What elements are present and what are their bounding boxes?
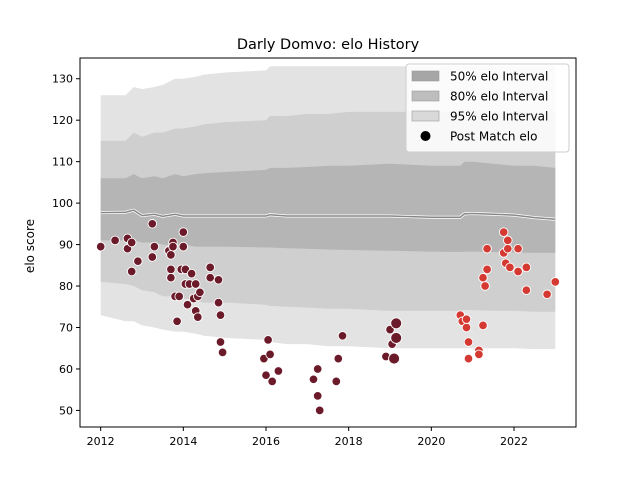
data-point [521,285,532,295]
data-point [195,287,205,298]
legend-swatch [411,70,440,82]
data-point [308,374,319,385]
data-point [186,268,197,279]
data-point [505,262,515,273]
y-tick-label: 120 [52,114,73,127]
y-tick-label: 60 [59,363,73,376]
data-point [178,227,189,237]
plot-frame [79,57,577,428]
legend-swatch [411,90,440,102]
x-tick-label: 2022 [500,435,528,448]
data-point [498,227,509,237]
data-point [149,241,160,252]
data-point [215,337,226,347]
data-point [337,331,348,341]
data-point [126,237,137,248]
data-point [172,316,182,327]
data-point [166,264,176,275]
x-tick-label: 2020 [417,435,445,448]
legend-label: Post Match elo [450,130,537,144]
data-point [273,366,284,376]
legend-label: 80% elo Interval [450,90,548,104]
data-point [478,272,488,283]
data-point [314,405,325,416]
data-point [513,243,523,254]
x-tick-label: 2016 [252,435,280,448]
data-point [478,320,488,331]
legend-label: 50% elo Interval [450,70,548,84]
mean-line [100,209,556,221]
y-tick-label: 100 [52,197,73,210]
data-point-large [390,317,403,330]
legend-label: 95% elo Interval [450,110,548,124]
chart-title: Darly Domvo: elo History [237,37,420,53]
data-point [265,349,275,360]
data-point [213,275,224,285]
legend: 50% elo Interval 80% elo Interval 95% elo … [405,63,570,153]
band-50 [100,161,556,253]
data-point [217,347,228,358]
data-point [542,289,552,300]
data-point [205,262,215,273]
data-point [461,322,472,333]
data-point [178,241,189,252]
data-point [190,279,201,289]
data-point [513,266,523,277]
x-tick-label: 2012 [87,435,115,448]
data-point [331,376,342,387]
y-tick-label: 130 [52,73,73,86]
data-point [333,353,344,364]
y-tick-label: 110 [52,156,73,169]
data-point [312,364,323,374]
data-point [126,266,137,277]
y-tick-label: 70 [59,321,73,334]
data-point [263,335,273,345]
y-tick-label: 50 [59,404,73,417]
data-point [213,297,224,308]
x-tick-label: 2018 [335,435,363,448]
data-point [168,241,178,252]
data-point [205,272,215,283]
y-axis-label: elo score [23,219,37,273]
data-point [193,312,203,322]
y-tick-label: 80 [59,280,73,293]
data-point [215,310,226,320]
data-point [482,243,492,254]
data-point [166,272,176,283]
legend-marker [420,131,431,141]
data-point [110,235,120,246]
data-point [503,235,513,246]
x-tick-label: 2014 [169,435,197,448]
y-tick-label: 90 [59,239,73,252]
data-point [482,264,492,275]
data-point [174,291,184,302]
data-point [267,376,277,387]
legend-box [405,63,570,153]
data-point [166,250,176,260]
legend-swatch [411,110,440,122]
data-point [312,391,323,401]
data-point [480,281,490,291]
data-point [147,252,158,262]
data-point [95,241,106,252]
data-point [503,243,513,254]
data-point [463,337,474,347]
data-point-large [390,331,403,344]
data-point [550,277,561,287]
data-point [147,219,158,229]
plot-area: 2012 2014 2016 2018 2020 2022 50 60 70 80 90 100 110… [52,57,577,448]
data-point [461,314,472,324]
data-point [463,353,474,364]
data-point [521,262,532,273]
data-point [261,370,271,380]
data-point [133,256,143,266]
data-point [474,349,484,360]
data-point [182,299,193,310]
data-point-large [388,352,401,365]
